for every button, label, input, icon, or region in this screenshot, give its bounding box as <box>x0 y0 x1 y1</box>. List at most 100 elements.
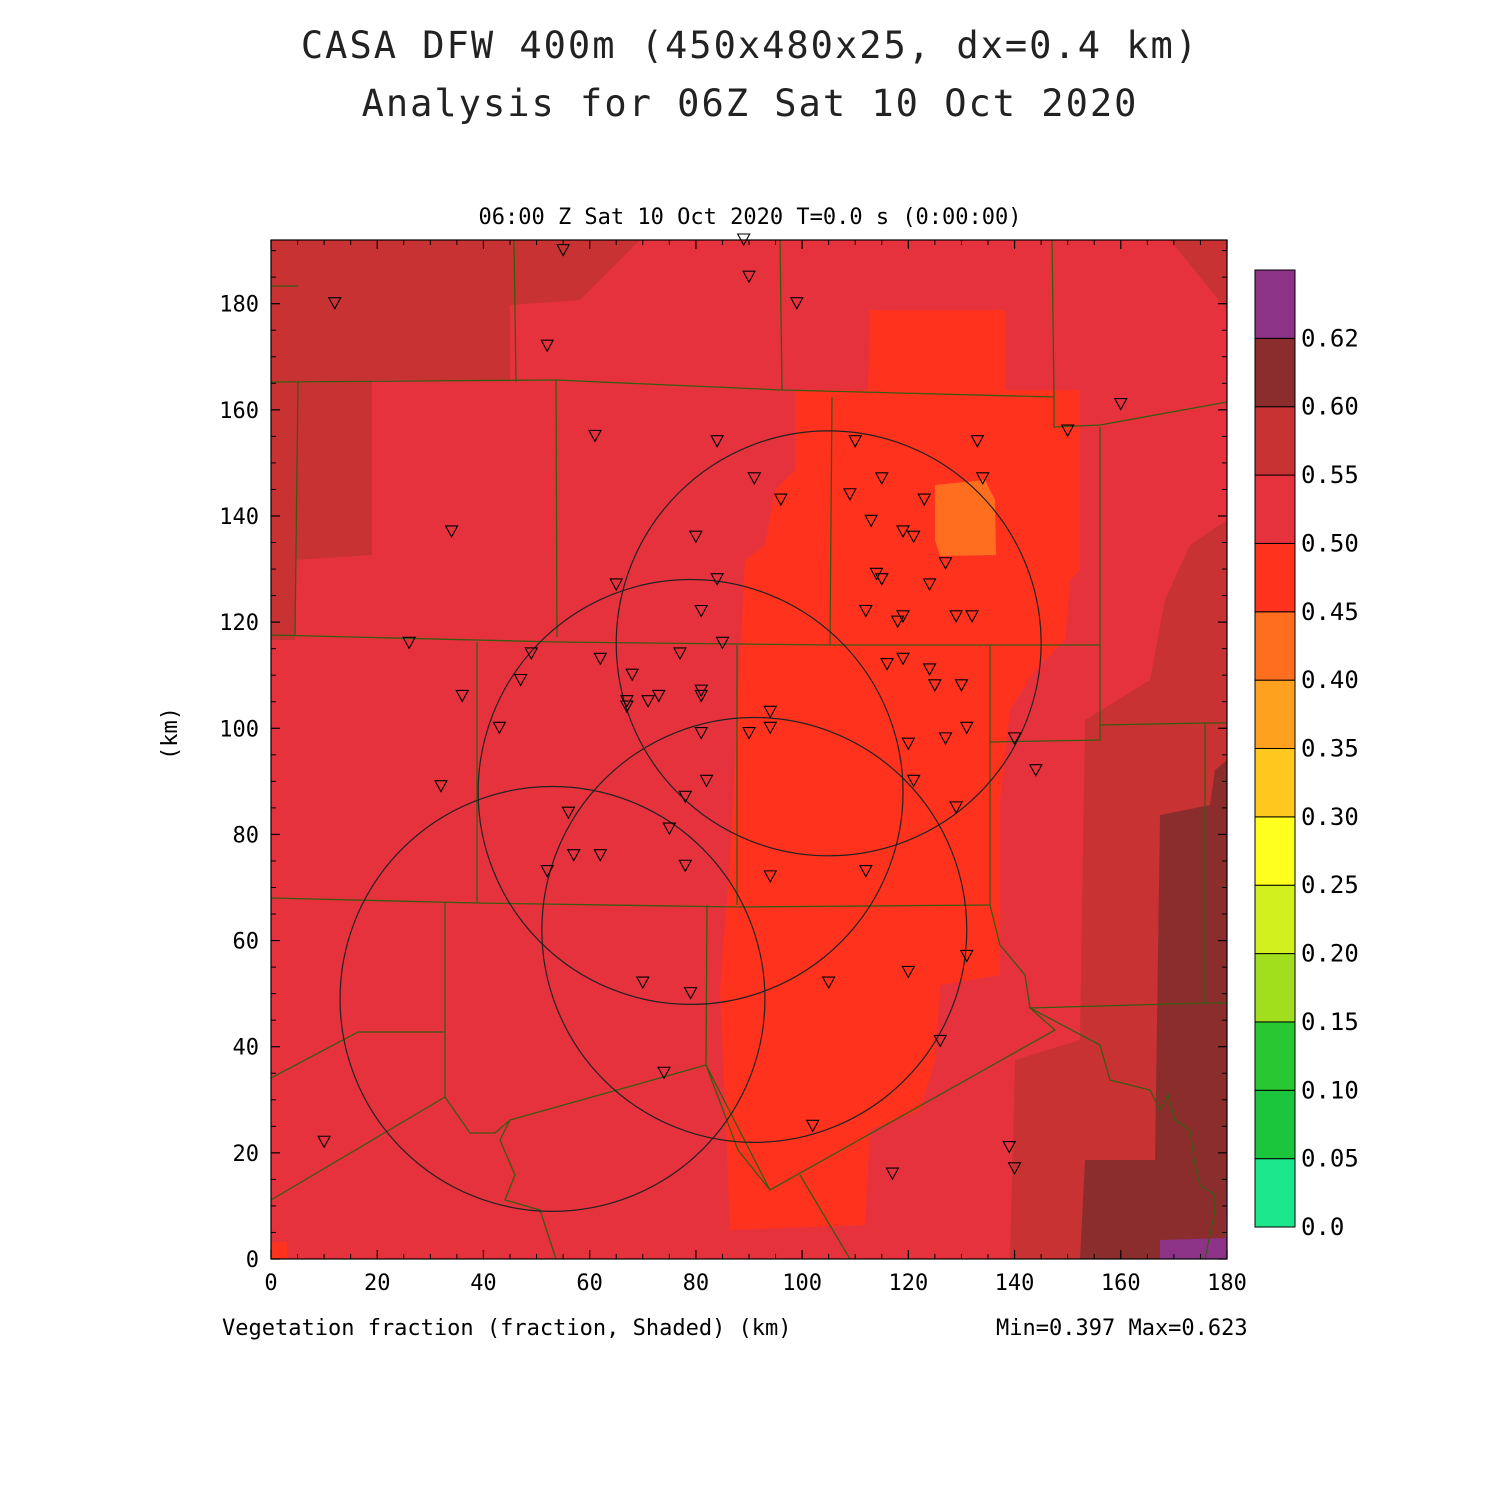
station-marker <box>657 1066 671 1080</box>
station-marker <box>848 435 863 448</box>
colorbar-swatch <box>1254 269 1296 339</box>
station-marker <box>880 658 895 671</box>
station-marker <box>710 573 725 586</box>
y-tick-label: 40 <box>233 1036 260 1061</box>
colorbar-swatch <box>1254 748 1296 818</box>
station-marker <box>747 472 762 485</box>
station-marker <box>922 578 937 592</box>
x-tick-label: 120 <box>888 1271 928 1296</box>
station-marker <box>763 705 778 719</box>
station-marker <box>327 297 342 310</box>
x-tick-label: 180 <box>1207 1271 1247 1296</box>
colorbar-label: 0.30 <box>1301 803 1359 831</box>
colorbar-label: 0.25 <box>1301 871 1359 899</box>
station-marker <box>317 1135 332 1149</box>
station-marker <box>455 689 470 703</box>
colorbar-label: 0.10 <box>1301 1076 1359 1104</box>
y-tick-label: 140 <box>219 505 259 530</box>
station-marker <box>609 578 624 592</box>
station-marker <box>625 668 640 682</box>
station-marker <box>965 610 979 623</box>
station-marker <box>1060 424 1075 438</box>
y-tick-label: 160 <box>219 399 259 424</box>
colorbar-label: 0.20 <box>1301 940 1359 968</box>
station-marker <box>763 870 778 884</box>
station-marker <box>773 493 788 507</box>
valid-time-label: 06:00 Z Sat 10 Oct 2020 T=0.0 s (0:00:00… <box>478 205 1022 230</box>
station-marker <box>970 435 985 448</box>
colorbar-swatch <box>1254 679 1296 750</box>
colorbar-label: 0.40 <box>1301 666 1359 694</box>
station-marker <box>959 721 974 735</box>
station-marker <box>805 1119 820 1133</box>
station-marker <box>444 525 459 539</box>
station-marker <box>959 949 974 963</box>
station-marker <box>402 636 417 650</box>
colorbar-label: 0.45 <box>1301 598 1359 626</box>
colorbar: 0.0 0.05 0.10 0.15 0.20 0.25 0.30 0.35 0.40 0.45 0… <box>1254 269 1359 1241</box>
station-marker <box>938 732 953 746</box>
colorbar-label: 0.15 <box>1301 1008 1359 1036</box>
station-marker <box>566 849 581 862</box>
colorbar-label: 0.05 <box>1301 1145 1359 1173</box>
station-marker <box>885 1167 900 1181</box>
radar-range-rings <box>339 430 1042 1212</box>
radar-ring-1 <box>339 785 766 1212</box>
station-marker <box>694 604 709 618</box>
station-marker <box>641 695 656 708</box>
station-marker <box>635 976 650 990</box>
field-region-035-040 <box>935 480 996 556</box>
station-markers <box>317 233 1128 1181</box>
colorbar-swatch <box>1254 406 1296 476</box>
station-marker <box>434 780 448 793</box>
station-marker <box>938 557 953 570</box>
station-marker <box>678 859 693 873</box>
station-marker <box>651 689 666 703</box>
x-tick-label: 60 <box>576 1271 603 1296</box>
station-marker <box>975 472 990 485</box>
x-tick-label: 0 <box>264 1271 277 1296</box>
station-marker <box>906 774 921 788</box>
station-marker <box>736 233 751 247</box>
station-marker <box>949 610 964 623</box>
shaded-field <box>271 240 1227 1259</box>
min-max-label: Min=0.397 Max=0.623 <box>996 1316 1248 1341</box>
colorbar-label: 0.0 <box>1301 1213 1344 1241</box>
station-marker <box>593 849 608 862</box>
field-region-040-045-sw <box>271 1242 287 1259</box>
station-marker <box>1002 1141 1017 1154</box>
colorbar-swatch <box>1254 1021 1296 1091</box>
station-marker <box>763 721 778 735</box>
station-marker <box>694 689 709 703</box>
colorbar-swatch <box>1254 611 1296 681</box>
station-marker <box>890 615 905 629</box>
station-marker <box>662 822 677 836</box>
station-marker <box>678 790 693 804</box>
station-marker <box>742 270 756 284</box>
colorbar-label: 0.35 <box>1301 735 1359 763</box>
station-marker <box>1007 1162 1022 1175</box>
colorbar-label: 0.60 <box>1301 393 1359 421</box>
station-marker <box>927 679 942 692</box>
station-marker <box>1028 764 1043 777</box>
station-marker <box>906 530 921 544</box>
x-tick-label: 80 <box>683 1271 710 1296</box>
station-marker <box>874 472 889 485</box>
colorbar-swatch <box>1254 474 1296 544</box>
y-tick-label: 120 <box>219 611 259 636</box>
station-marker <box>688 530 703 544</box>
y-tick-label: 20 <box>233 1142 260 1167</box>
station-marker <box>710 435 725 448</box>
station-marker <box>513 673 528 687</box>
station-marker <box>683 987 698 1000</box>
station-marker <box>540 339 555 353</box>
x-tick-label: 20 <box>364 1271 391 1296</box>
station-marker <box>1113 397 1128 411</box>
map-title-line-1: CASA DFW 400m (450x480x25, dx=0.4 km) <box>300 24 1200 67</box>
station-marker <box>699 774 714 788</box>
station-marker <box>789 297 804 310</box>
y-tick-label: 60 <box>233 930 260 955</box>
station-marker <box>901 737 916 751</box>
station-marker <box>492 721 507 735</box>
